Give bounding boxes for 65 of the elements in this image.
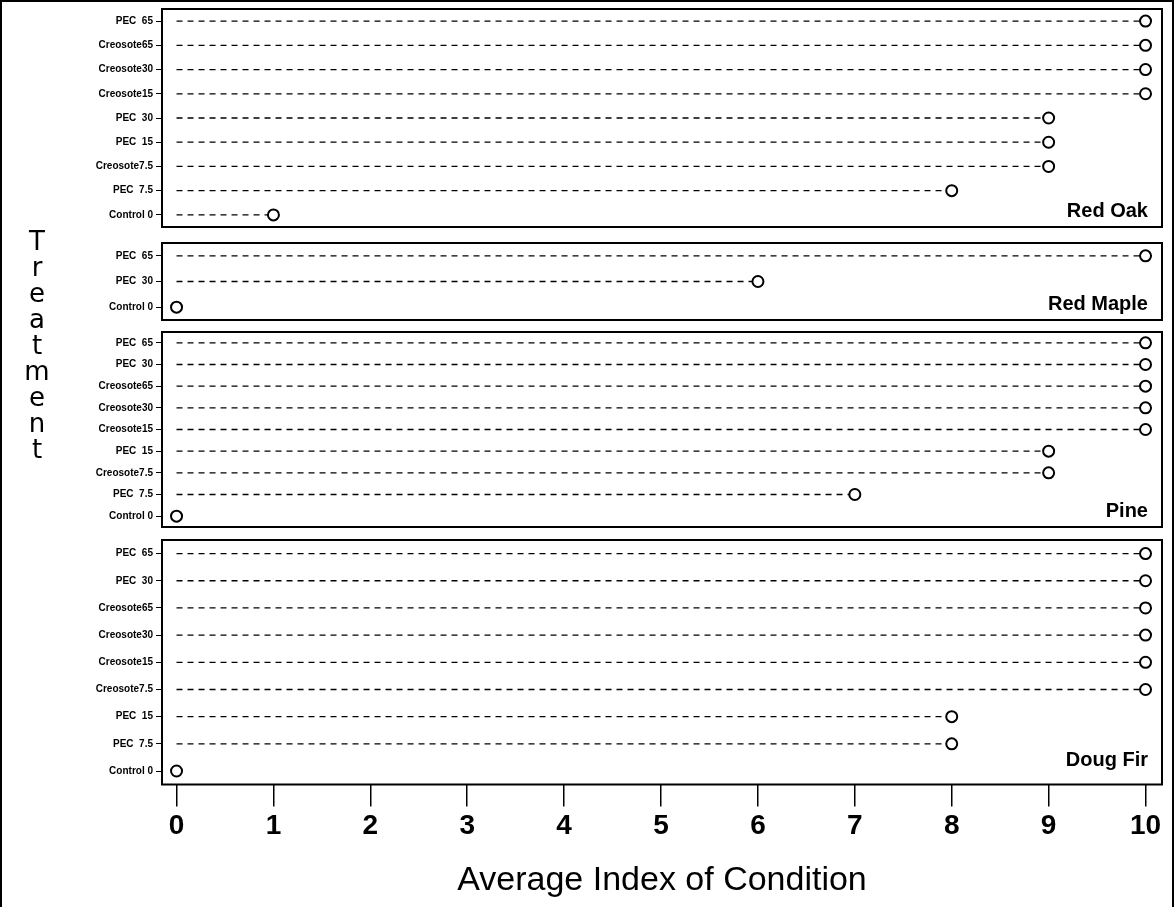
y-tick-label: Creosote15: [98, 87, 154, 99]
text: Red Oak: [1066, 198, 1149, 221]
y-tick-label: Creosote7.5: [95, 160, 154, 172]
x-tick-label: 8: [943, 809, 960, 841]
text: Red Maple: [1047, 291, 1148, 314]
x-tick-label: 5: [653, 809, 669, 841]
y-tick-label: PEC 65: [115, 547, 154, 559]
point: [1042, 159, 1056, 173]
x-axis-title: Average Index of Condition: [457, 858, 867, 897]
y-tick-label: Creosote15: [98, 656, 154, 668]
y-tick-label: Creosote65: [98, 379, 154, 391]
y-tick-label: PEC 30: [115, 574, 154, 586]
x-tick-label: 6: [750, 809, 766, 841]
y-tick-label: Creosote15: [98, 423, 154, 435]
y-tick-label: Control 0: [109, 208, 154, 220]
text: Pine: [1105, 498, 1148, 521]
x-tick-label: 0: [168, 809, 185, 841]
y-tick-label: PEC 15: [115, 444, 154, 456]
x-tick-label: 3: [459, 809, 476, 841]
y-tick-label: PEC 7.5: [112, 488, 154, 500]
x-tick-label: 2: [362, 809, 379, 841]
point: [1042, 111, 1056, 125]
y-tick-label: Creosote30: [98, 63, 154, 75]
point: [170, 509, 184, 523]
point: [1139, 63, 1153, 77]
y-tick-label: Creosote7.5: [95, 466, 154, 478]
point: [1042, 135, 1056, 149]
point: [1139, 87, 1153, 101]
point: [1139, 379, 1153, 393]
point: [848, 488, 862, 501]
x-tick-label: 9: [1040, 809, 1057, 841]
y-tick-label: PEC 30: [115, 358, 154, 370]
x-tick-label: 7: [847, 809, 863, 841]
text: Doug Fir: [1065, 748, 1149, 771]
point: [1139, 401, 1153, 415]
text: Treatment: [24, 226, 50, 464]
x-tick-label: 4: [556, 809, 573, 841]
y-tick-label: Creosote30: [98, 628, 154, 640]
y-tick-label: PEC 15: [115, 135, 154, 147]
y-tick-label: PEC 30: [115, 111, 154, 123]
y-tick-label: Control 0: [109, 300, 154, 312]
y-tick-label: Creosote7.5: [95, 683, 154, 695]
y-tick-label: Control 0: [109, 509, 154, 521]
y-tick-label: PEC 65: [115, 249, 154, 261]
y-tick-label: PEC 30: [115, 275, 154, 287]
y-tick-label: PEC 15: [115, 710, 154, 722]
y-tick-label: PEC 65: [115, 14, 154, 26]
y-tick-label: PEC 7.5: [112, 737, 154, 749]
y-tick-label: Control 0: [109, 764, 154, 776]
point: [1042, 466, 1056, 480]
point: [1139, 358, 1153, 371]
x-tick-label: 10: [1129, 809, 1162, 841]
point: [945, 184, 959, 198]
y-tick-label: PEC 7.5: [112, 184, 154, 196]
y-tick-label: Creosote65: [98, 39, 154, 51]
y-tick-label: PEC 65: [115, 336, 154, 348]
point: [1139, 336, 1153, 350]
y-tick-label: Creosote65: [98, 601, 154, 613]
point: [1139, 423, 1153, 436]
y-tick-label: Creosote30: [98, 401, 154, 413]
x-tick-label: 1: [265, 809, 282, 841]
point: [1139, 14, 1153, 28]
point: [1042, 444, 1056, 458]
point: [266, 208, 280, 222]
point: [1139, 38, 1153, 52]
